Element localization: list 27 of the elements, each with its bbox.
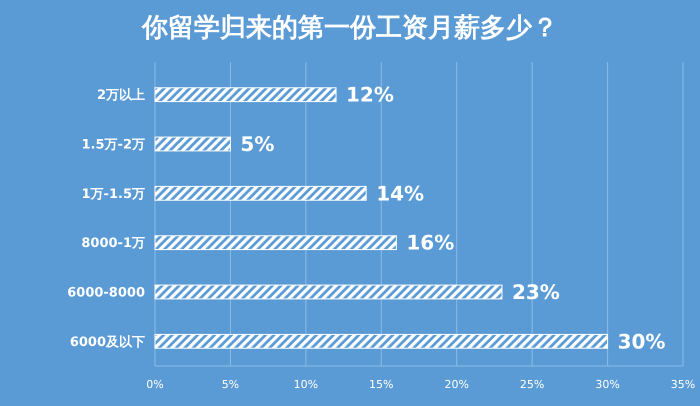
y-tick-label: 1万-1.5万 (82, 186, 145, 202)
bar (154, 235, 397, 250)
bar (154, 136, 231, 152)
data-label: 23% (512, 280, 560, 304)
x-tick-label: 10% (294, 378, 318, 391)
data-label: 5% (240, 132, 274, 156)
x-tick-label: 30% (595, 378, 620, 391)
data-label: 30% (618, 329, 666, 354)
data-label: 14% (376, 181, 424, 206)
x-tick-label: 15% (369, 378, 394, 391)
data-label: 16% (406, 230, 454, 255)
bar (154, 334, 608, 349)
chart-title: 你留学归来的第一份工资月薪多少？ (141, 13, 558, 43)
y-tick-label: 6000-8000 (67, 286, 145, 301)
x-tick-label: 20% (444, 378, 469, 391)
x-tick-label: 0% (146, 378, 164, 391)
y-tick-label: 2万以上 (96, 88, 145, 104)
x-tick-label: 25% (520, 378, 544, 391)
bar (154, 87, 337, 102)
y-tick-label: 1.5万-2万 (82, 138, 145, 153)
bar (154, 284, 502, 300)
bar (154, 186, 367, 201)
x-tick-label: 5% (222, 378, 240, 391)
y-tick-label: 8000-1万 (81, 236, 145, 252)
x-tick-label: 35% (670, 378, 696, 391)
data-label: 12% (346, 82, 394, 107)
y-tick-label: 6000及以下 (70, 334, 145, 350)
